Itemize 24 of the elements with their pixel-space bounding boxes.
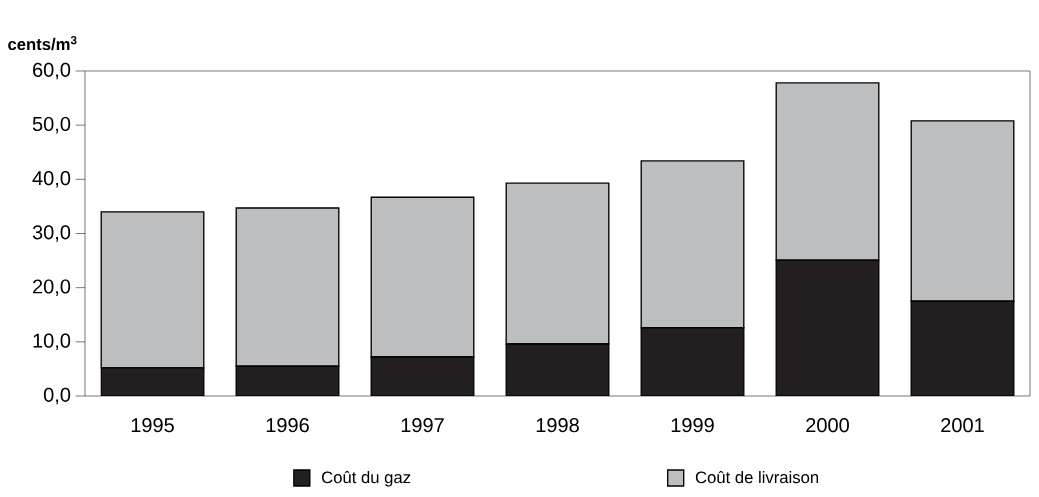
x-tick-label: 1999 bbox=[671, 418, 714, 433]
y-tick-label: 0,0 bbox=[43, 387, 71, 405]
x-tick-label: 2001 bbox=[941, 418, 984, 433]
y-tick-label: 40,0 bbox=[32, 171, 71, 188]
y-tick-label: 10,0 bbox=[33, 333, 71, 351]
text: cents/m$^{3}$ bbox=[8, 35, 77, 51]
legend-label: Coût du gaz bbox=[322, 470, 411, 487]
x-tick-label: 2000 bbox=[806, 418, 849, 433]
x-tick-label: 1998 bbox=[536, 418, 579, 433]
y-tick-label: 50,0 bbox=[32, 116, 71, 134]
bar bbox=[910, 300, 1015, 396]
y-tick-label: 30,0 bbox=[32, 225, 71, 242]
y-tick-label: 20,0 bbox=[33, 279, 71, 296]
x-tick-label: 1995 bbox=[131, 418, 174, 433]
x-tick-label: 1997 bbox=[401, 418, 444, 433]
bar bbox=[506, 344, 609, 396]
y-tick-label: 60,0 bbox=[33, 62, 71, 80]
x-tick-label: 1996 bbox=[266, 418, 309, 433]
legend-label: Coût de livraison bbox=[695, 470, 819, 484]
bar bbox=[641, 327, 744, 396]
bar bbox=[101, 367, 204, 396]
bar bbox=[371, 357, 474, 396]
bar bbox=[236, 366, 339, 396]
bar bbox=[776, 260, 879, 396]
